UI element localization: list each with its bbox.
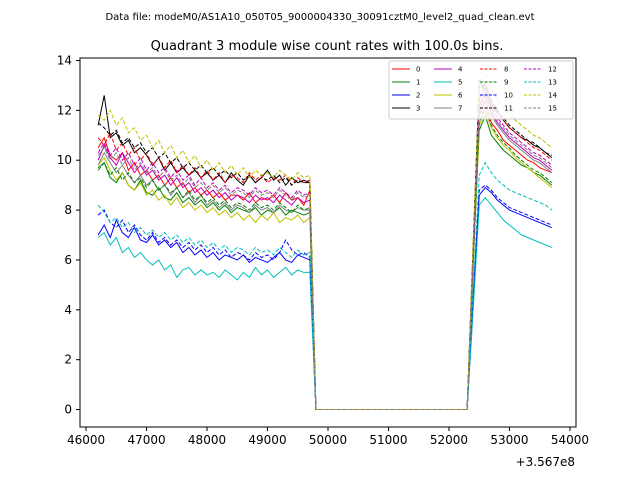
- x-tick-label: 46000: [67, 433, 105, 447]
- x-tick-label: 49000: [248, 433, 286, 447]
- x-tick-label: 51000: [369, 433, 407, 447]
- series-line-5: [97, 196, 552, 411]
- x-tick-label: 54000: [551, 433, 589, 447]
- y-tick-label: 4: [64, 303, 72, 317]
- legend-label-15: 15: [548, 105, 557, 113]
- series-line-9: [97, 106, 553, 411]
- series-line-3: [97, 78, 553, 411]
- data-file-label: Data file: modeM0/AS1A10_050T05_90000043…: [105, 12, 534, 23]
- legend-label-13: 13: [548, 79, 557, 87]
- series-line-1: [97, 113, 553, 411]
- series-line-4: [97, 94, 553, 411]
- y-tick-label: 6: [64, 253, 72, 267]
- legend-label-7: 7: [458, 105, 462, 113]
- series-line-10: [97, 184, 552, 411]
- x-tick-label: 48000: [188, 433, 226, 447]
- legend-label-6: 6: [458, 92, 463, 100]
- y-tick-label: 8: [64, 203, 72, 217]
- legend-box: [388, 60, 574, 120]
- legend-label-1: 1: [416, 79, 420, 87]
- y-tick-label: 0: [64, 403, 72, 417]
- legend-label-0: 0: [416, 66, 420, 74]
- legend-label-9: 9: [504, 79, 508, 87]
- x-axis-offset-label: +3.567e8: [516, 455, 575, 469]
- x-tick-label: 50000: [309, 433, 347, 447]
- legend-label-8: 8: [504, 66, 508, 74]
- series-line-11: [97, 84, 552, 411]
- y-tick-label: 10: [57, 153, 72, 167]
- series-line-2: [97, 186, 552, 411]
- series-line-0: [97, 98, 552, 411]
- axes-layer: 46000 47000 48000 49000 50000 51000 52000 53000…: [57, 53, 589, 447]
- series-line-15: [97, 88, 553, 411]
- legend-label-10: 10: [504, 92, 513, 100]
- chart-title: Quadrant 3 module wise count rates with …: [151, 39, 504, 54]
- legend-label-14: 14: [548, 92, 557, 100]
- series-line-7: [97, 91, 553, 411]
- series-line-12: [97, 86, 553, 411]
- y-tick-label: 12: [57, 103, 72, 117]
- legend-label-5: 5: [458, 79, 462, 87]
- legend-label-11: 11: [504, 105, 513, 113]
- y-tick-label: 2: [64, 353, 72, 367]
- y-tick-label: 14: [57, 53, 72, 67]
- legend-label-2: 2: [416, 92, 420, 100]
- series-layer: [97, 74, 553, 411]
- legend-label-4: 4: [458, 66, 463, 74]
- x-tick-label: 47000: [127, 433, 165, 447]
- x-tick-label: 53000: [490, 433, 528, 447]
- series-line-8: [97, 81, 553, 411]
- x-tick-label: 52000: [430, 433, 468, 447]
- legend-label-3: 3: [416, 105, 420, 113]
- legend-label-12: 12: [548, 66, 557, 74]
